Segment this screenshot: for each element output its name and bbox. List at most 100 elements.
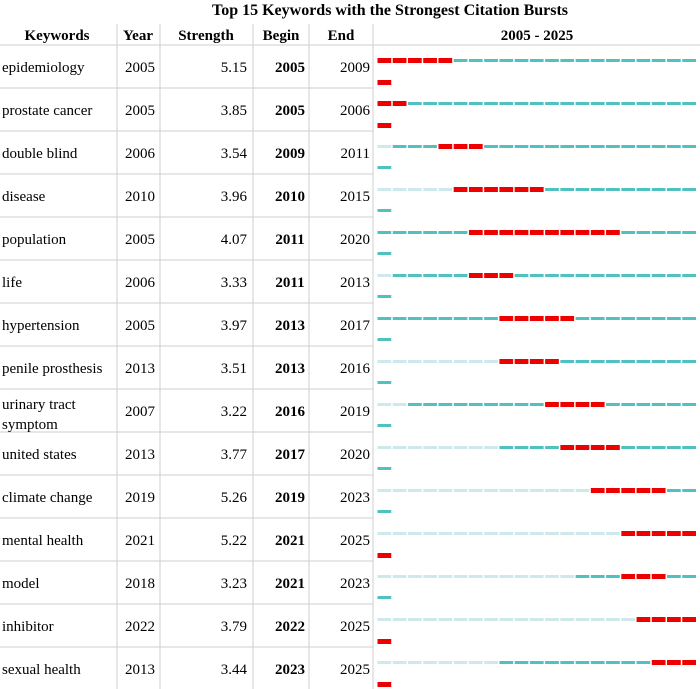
active-segment xyxy=(514,102,529,105)
burst-segment xyxy=(514,230,529,235)
year-value: 2021 xyxy=(125,533,155,549)
active-segment xyxy=(651,59,666,62)
active-segment xyxy=(499,403,514,406)
strength-value: 3.33 xyxy=(221,275,247,291)
inactive-segment xyxy=(453,446,468,449)
inactive-segment xyxy=(453,360,468,363)
inactive-segment xyxy=(453,532,468,535)
active-segment xyxy=(682,102,696,105)
active-segment xyxy=(392,317,407,320)
active-segment xyxy=(423,102,437,105)
burst-segment xyxy=(621,574,636,579)
active-segment xyxy=(560,102,575,105)
active-segment xyxy=(484,145,498,148)
inactive-segment xyxy=(438,360,453,363)
inactive-segment xyxy=(407,532,422,535)
active-segment xyxy=(575,661,590,664)
end-value: 2019 xyxy=(340,404,370,420)
row-marker xyxy=(377,295,392,298)
active-segment xyxy=(484,403,498,406)
active-segment xyxy=(651,102,666,105)
burst-segment xyxy=(667,617,681,622)
inactive-segment xyxy=(545,532,559,535)
inactive-segment xyxy=(392,403,407,406)
row-marker xyxy=(377,553,392,558)
inactive-segment xyxy=(407,446,422,449)
year-value: 2010 xyxy=(125,189,155,205)
active-segment xyxy=(468,317,483,320)
active-segment xyxy=(682,274,696,277)
strength-value: 5.22 xyxy=(221,533,247,549)
active-segment xyxy=(407,317,422,320)
active-segment xyxy=(499,102,514,105)
strength-value: 3.97 xyxy=(221,318,248,334)
year-value: 2006 xyxy=(125,275,156,291)
burst-segment xyxy=(636,574,651,579)
active-segment xyxy=(621,188,636,191)
active-segment xyxy=(651,188,666,191)
active-segment xyxy=(621,317,636,320)
inactive-segment xyxy=(453,661,468,664)
year-value: 2022 xyxy=(125,619,155,635)
active-segment xyxy=(606,59,620,62)
inactive-segment xyxy=(392,360,407,363)
burst-segment xyxy=(438,58,453,63)
active-segment xyxy=(499,446,514,449)
active-segment xyxy=(514,446,529,449)
active-segment xyxy=(468,403,483,406)
strength-value: 5.26 xyxy=(221,490,248,506)
active-segment xyxy=(560,661,575,664)
inactive-segment xyxy=(590,532,605,535)
active-segment xyxy=(682,575,696,578)
keyword-label: symptom xyxy=(2,417,58,433)
inactive-segment xyxy=(575,532,590,535)
inactive-segment xyxy=(545,575,559,578)
burst-segment xyxy=(484,187,498,192)
burst-segment xyxy=(453,187,468,192)
active-segment xyxy=(590,575,605,578)
burst-segment xyxy=(468,273,483,278)
burst-segment xyxy=(468,144,483,149)
burst-segment xyxy=(636,488,651,493)
active-segment xyxy=(392,274,407,277)
active-segment xyxy=(377,231,392,234)
burst-segment xyxy=(667,660,681,665)
inactive-segment xyxy=(423,575,437,578)
active-segment xyxy=(636,102,651,105)
active-segment xyxy=(682,360,696,363)
begin-value: 2019 xyxy=(275,490,305,506)
burst-segment xyxy=(590,488,605,493)
active-segment xyxy=(606,145,620,148)
burst-segment xyxy=(377,58,392,63)
burst-segment xyxy=(682,660,696,665)
burst-segment xyxy=(453,144,468,149)
active-segment xyxy=(636,274,651,277)
begin-value: 2013 xyxy=(275,318,305,334)
active-segment xyxy=(529,274,544,277)
active-segment xyxy=(468,102,483,105)
inactive-segment xyxy=(499,575,514,578)
active-segment xyxy=(392,231,407,234)
active-segment xyxy=(545,102,559,105)
end-value: 2020 xyxy=(340,447,370,463)
burst-segment xyxy=(499,230,514,235)
inactive-segment xyxy=(468,532,483,535)
burst-segment xyxy=(621,531,636,536)
active-segment xyxy=(621,145,636,148)
row-marker xyxy=(377,596,392,599)
inactive-segment xyxy=(392,532,407,535)
burst-segment xyxy=(590,402,605,407)
active-segment xyxy=(636,188,651,191)
strength-value: 3.77 xyxy=(221,447,248,463)
inactive-segment xyxy=(423,360,437,363)
strength-value: 4.07 xyxy=(221,232,248,248)
burst-segment xyxy=(682,531,696,536)
inactive-segment xyxy=(484,446,498,449)
active-segment xyxy=(590,317,605,320)
header-begin: Begin xyxy=(263,28,300,44)
keyword-label: mental health xyxy=(2,533,84,549)
row-marker xyxy=(377,209,392,212)
active-segment xyxy=(636,231,651,234)
active-segment xyxy=(682,145,696,148)
